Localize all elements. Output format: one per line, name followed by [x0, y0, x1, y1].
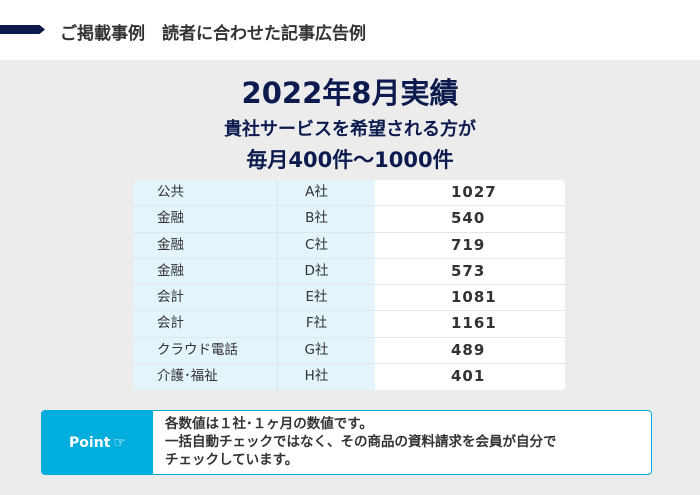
industry-cell: 金融	[133, 258, 278, 284]
table-row: クラウド電話 G社 489	[133, 337, 565, 364]
value-cell: 719	[375, 232, 565, 258]
value-cell: 489	[375, 337, 565, 363]
table-row: 会計 F社 1161	[133, 311, 565, 338]
point-line: 一括自動チェックではなく、その商品の資料請求を会員が自分で	[165, 434, 557, 450]
table-row: 金融 B社 540	[133, 206, 565, 233]
point-label: Point ☞	[42, 411, 153, 474]
value-cell: 540	[375, 206, 565, 232]
point-line: 各数値は１社･１ヶ月の数値です。	[165, 416, 373, 432]
headline-title: 2022年8月実績	[241, 76, 459, 110]
industry-cell: 公共	[133, 180, 278, 206]
value-cell: 401	[375, 363, 565, 390]
company-cell: B社	[278, 206, 375, 232]
point-text: 各数値は１社･１ヶ月の数値です。 一括自動チェックではなく、その商品の資料請求を…	[165, 415, 557, 469]
value-cell: 1027	[375, 180, 565, 206]
industry-cell: 介護･福祉	[133, 363, 278, 390]
table-row: 金融 D社 573	[133, 258, 565, 285]
point-label-text: Point	[69, 434, 111, 451]
industry-cell: 会計	[133, 311, 278, 337]
company-cell: E社	[278, 285, 375, 311]
pointing-hand-icon: ☞	[113, 434, 126, 451]
company-cell: D社	[278, 258, 375, 284]
headline-range: 毎月400件〜1000件	[246, 148, 454, 172]
industry-cell: クラウド電話	[133, 337, 278, 363]
point-line: チェックしています。	[165, 452, 299, 468]
point-box: Point ☞ 各数値は１社･１ヶ月の数値です。 一括自動チェックではなく、その…	[41, 410, 652, 475]
header-arrow-bar	[0, 25, 45, 34]
industry-cell: 会計	[133, 285, 278, 311]
table-row: 介護･福祉 H社 401	[133, 363, 565, 390]
value-cell: 1081	[375, 285, 565, 311]
company-cell: H社	[278, 363, 375, 390]
table-row: 公共 A社 1027	[133, 180, 565, 207]
industry-cell: 金融	[133, 232, 278, 258]
value-cell: 1161	[375, 311, 565, 337]
industry-cell: 金融	[133, 206, 278, 232]
section-title: ご掲載事例 読者に合わせた記事広告例	[60, 24, 366, 44]
company-cell: A社	[278, 180, 375, 206]
headline-subtitle: 貴社サービスを希望される方が	[224, 119, 476, 140]
value-cell: 573	[375, 258, 565, 284]
company-cell: C社	[278, 232, 375, 258]
company-cell: F社	[278, 311, 375, 337]
header: ご掲載事例 読者に合わせた記事広告例	[0, 0, 700, 60]
table-row: 金融 C社 719	[133, 232, 565, 259]
results-table: 公共 A社 1027 金融 B社 540 金融 C社 719 金融 D社 573 会計 E社 1081 会計 F…	[133, 180, 565, 390]
table-row: 会計 E社 1081	[133, 285, 565, 312]
company-cell: G社	[278, 337, 375, 363]
